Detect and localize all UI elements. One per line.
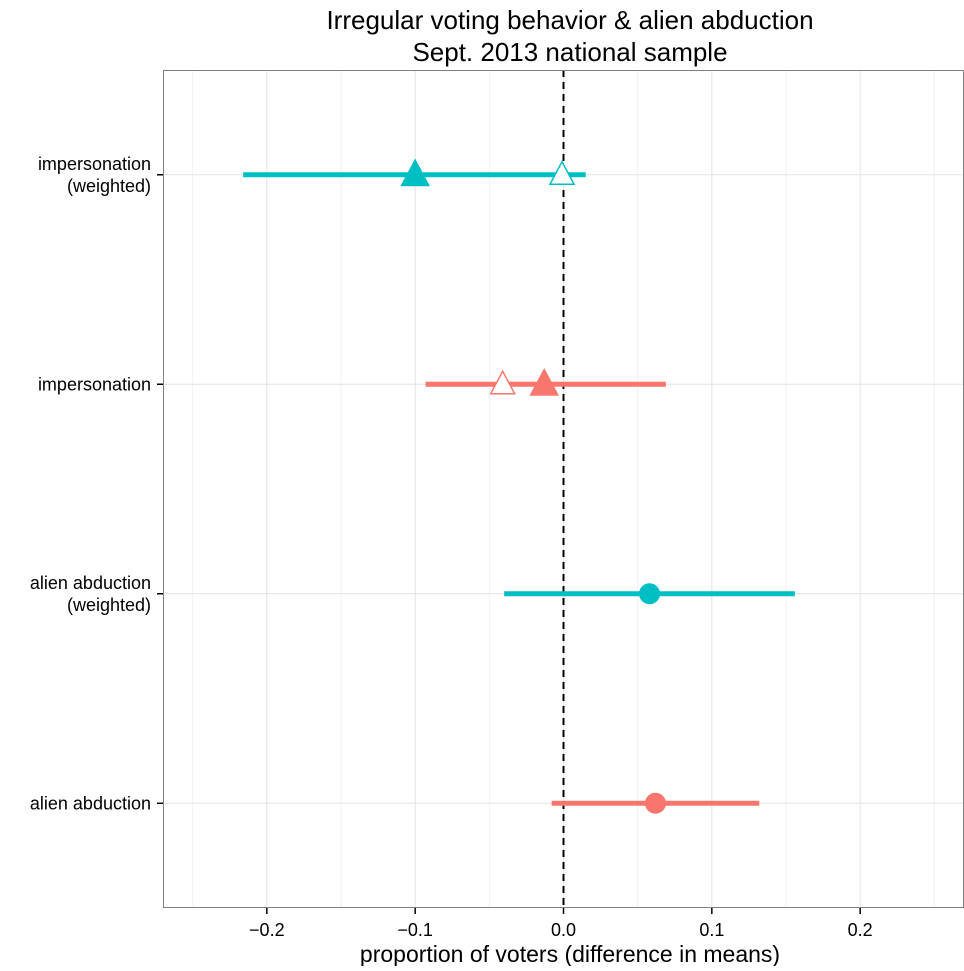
- chart-title: Irregular voting behavior & alien abduct…: [326, 5, 813, 35]
- x-tick-label: −0.1: [397, 920, 433, 940]
- y-tick-label-line: alien abduction: [30, 573, 151, 593]
- x-tick-label: 0.0: [551, 920, 576, 940]
- hollow-triangle-point-impersonation: [489, 369, 516, 395]
- filled-triangle-point-impersonation: [529, 367, 560, 396]
- filled-triangle-point-impersonation-weighted: [400, 158, 431, 187]
- y-tick-label-line: (weighted): [67, 176, 151, 196]
- chart-subtitle: Sept. 2013 national sample: [412, 37, 727, 67]
- x-tick-label: −0.2: [249, 920, 285, 940]
- y-tick-label-alien-abduction: alien abduction: [30, 793, 151, 813]
- x-tick-label: 0.1: [699, 920, 724, 940]
- y-tick-label-line: alien abduction: [30, 793, 151, 813]
- circle-point-alien-abduction: [644, 792, 666, 814]
- y-tick-label-line: (weighted): [67, 595, 151, 615]
- x-tick-label: 0.2: [848, 920, 873, 940]
- y-tick-label-line: impersonation: [38, 154, 151, 174]
- hollow-triangle-point-impersonation-weighted: [548, 160, 576, 185]
- y-tick-label-impersonation-weighted: impersonation (weighted): [38, 154, 151, 196]
- circle-point-alien-abduction-weighted: [639, 583, 661, 605]
- y-tick-label-alien-abduction-weighted: alien abduction (weighted): [30, 573, 151, 615]
- y-tick-label-line: impersonation: [38, 374, 151, 394]
- y-tick-label-impersonation: impersonation: [38, 374, 151, 394]
- x-axis-label: proportion of voters (difference in mean…: [360, 941, 780, 966]
